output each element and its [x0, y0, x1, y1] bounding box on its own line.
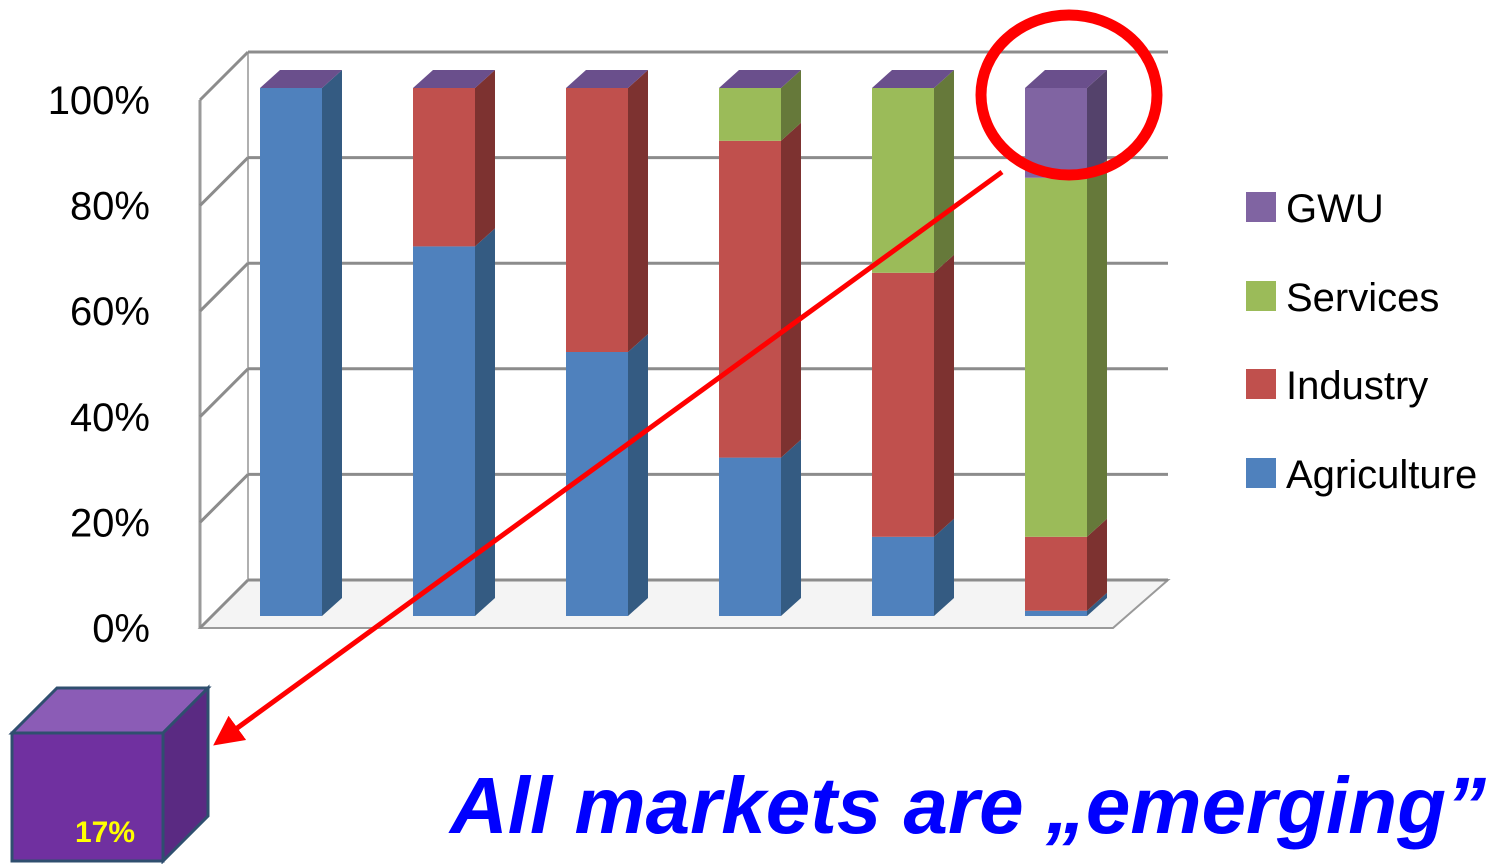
- bar-top-cap: [413, 70, 495, 88]
- bar-segment-agriculture: [719, 439, 801, 616]
- bar-segment-industry: [566, 70, 648, 352]
- bar-top-cap: [872, 70, 954, 88]
- legend-item-gwu: GWU: [1246, 187, 1384, 231]
- y-tick-label: 80%: [70, 185, 150, 229]
- chart-legend: GWU Services Industry Agriculture: [1246, 187, 1477, 497]
- bar-segment-services: [1025, 159, 1107, 537]
- legend-item-services: Services: [1246, 276, 1439, 320]
- legend-swatch: [1246, 458, 1276, 488]
- bar-top-cap: [719, 70, 801, 88]
- grid-diagonal: [198, 50, 250, 102]
- highlight-circle: [975, 9, 1163, 181]
- bar-segment-industry: [872, 254, 954, 537]
- grid-diagonal: [198, 473, 250, 524]
- bar-top-cap: [260, 70, 342, 88]
- bar-segment-industry: [413, 70, 495, 247]
- y-tick-label: 20%: [70, 501, 150, 545]
- grid-diagonal: [198, 262, 250, 313]
- legend-swatch: [1246, 369, 1276, 399]
- legend-item-agriculture: Agriculture: [1246, 453, 1477, 497]
- legend-swatch: [1246, 192, 1276, 222]
- bar-segment-industry: [719, 122, 801, 458]
- bar-segment-agriculture: [260, 70, 342, 616]
- legend-label: Agriculture: [1286, 453, 1477, 497]
- bar-top-cap: [566, 70, 648, 88]
- bar-segment-services: [872, 70, 954, 273]
- gwu-cube: 17%: [8, 684, 212, 864]
- floor: [197, 579, 1171, 629]
- y-tick-label: 100%: [48, 79, 150, 123]
- caption-text: All markets are „emerging”: [450, 761, 1486, 850]
- bar-segment-agriculture: [413, 228, 495, 616]
- bar-segment-agriculture: [566, 334, 648, 616]
- bar-segment-agriculture: [1025, 592, 1107, 616]
- bar-segment-gwu: [1025, 70, 1107, 178]
- legend-label: Services: [1286, 276, 1439, 320]
- legend-label: Industry: [1286, 364, 1428, 408]
- bar-segment-industry: [1025, 518, 1107, 611]
- y-tick-label: 0%: [92, 607, 150, 651]
- callout: 17%: [8, 9, 1163, 864]
- grid-diagonal: [198, 367, 250, 418]
- callout-arrow: [213, 169, 1004, 746]
- chart-bars: [260, 70, 1107, 616]
- bar-segment-agriculture: [872, 518, 954, 616]
- grid-diagonal: [198, 578, 250, 630]
- y-tick-label: 60%: [70, 290, 150, 334]
- bar-top-cap: [1025, 70, 1107, 88]
- bar-segment-services: [719, 70, 801, 141]
- legend-item-industry: Industry: [1246, 364, 1428, 408]
- cube-value-label: 17%: [75, 816, 135, 849]
- legend-swatch: [1246, 281, 1276, 311]
- y-tick-label: 40%: [70, 396, 150, 440]
- grid-diagonal: [198, 156, 250, 207]
- legend-label: GWU: [1286, 187, 1384, 231]
